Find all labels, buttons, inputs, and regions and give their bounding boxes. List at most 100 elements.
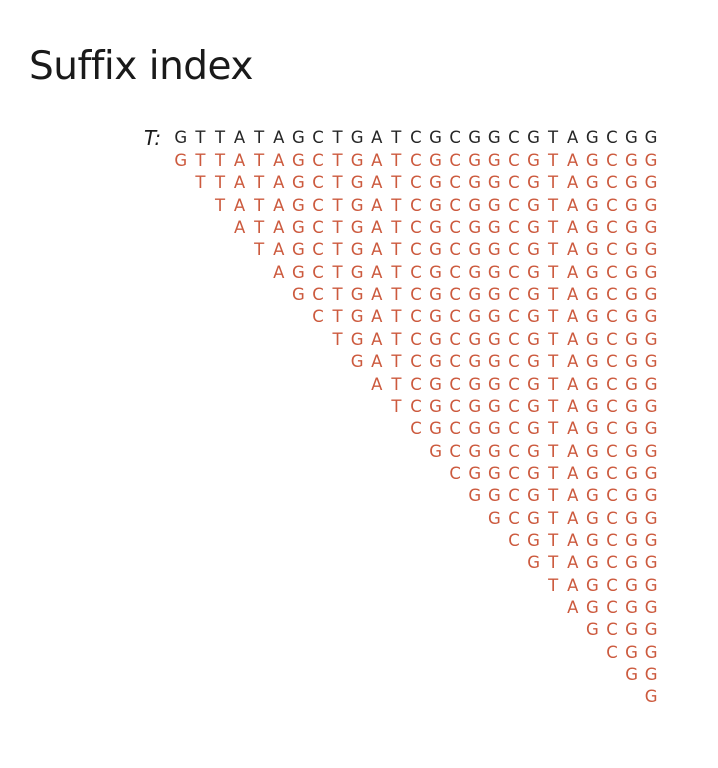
sequence-char: G <box>468 352 482 372</box>
sequence-char: T <box>254 128 265 147</box>
sequence-char: C <box>410 352 422 372</box>
sequence-char: C <box>508 508 520 528</box>
sequence-char: A <box>371 173 383 193</box>
sequence-char: T <box>548 262 559 282</box>
sequence-char: G <box>429 285 442 305</box>
sequence-char: T <box>254 151 265 170</box>
sequence-char: C <box>312 128 324 147</box>
sequence-char: T <box>548 441 559 461</box>
sequence-char: G <box>585 620 599 640</box>
sequence-char: G <box>429 396 442 416</box>
sequence-char: G <box>350 307 364 327</box>
sequence-char: C <box>606 396 618 416</box>
sequence-char: C <box>312 173 324 193</box>
sequence-char: G <box>585 352 599 372</box>
sequence-char: A <box>371 218 383 238</box>
sequence-char: C <box>312 151 324 170</box>
sequence-char: G <box>585 285 599 305</box>
sequence-char: A <box>567 285 579 305</box>
sequence-char: G <box>487 262 501 282</box>
sequence-char: C <box>508 441 520 461</box>
sequence-char: T <box>332 240 343 260</box>
sequence-char: C <box>508 262 520 282</box>
sequence-char: C <box>606 530 618 550</box>
sequence-char: G <box>468 419 482 439</box>
sequence-char: G <box>291 262 305 282</box>
sequence-char: G <box>625 329 638 349</box>
sequence-char: T <box>391 374 402 394</box>
sequence-char: G <box>468 329 482 349</box>
sequence-char: G <box>487 419 501 439</box>
sequence-char: C <box>449 329 461 349</box>
sequence-char: A <box>371 374 383 394</box>
sequence-char: C <box>606 419 618 439</box>
sequence-char: C <box>449 173 461 193</box>
sequence-char: G <box>644 419 658 439</box>
sequence-char: G <box>487 195 501 215</box>
sequence-char: G <box>585 396 599 416</box>
sequence-char: G <box>585 195 599 215</box>
sequence-char: G <box>174 128 188 147</box>
sequence-char: G <box>585 240 599 260</box>
sequence-char: G <box>487 285 501 305</box>
sequence-char: G <box>625 486 638 506</box>
sequence-char: A <box>233 173 246 193</box>
sequence-char: G <box>644 575 658 595</box>
sequence-char: G <box>527 374 540 394</box>
sequence-char: C <box>606 508 618 528</box>
sequence-char: G <box>429 173 442 193</box>
sequence-char: A <box>371 307 383 327</box>
sequence-char: G <box>429 240 442 260</box>
text-label: T: <box>144 126 162 150</box>
sequence-char: G <box>527 553 540 573</box>
sequence-char: A <box>567 486 579 506</box>
sequence-char: G <box>350 352 364 372</box>
sequence-char: C <box>410 151 422 170</box>
sequence-char: T <box>332 329 343 349</box>
sequence-char: G <box>487 128 501 147</box>
suffix-row: G <box>641 686 661 708</box>
sequence-char: G <box>644 128 658 147</box>
sequence-char: G <box>625 508 638 528</box>
sequence-char: A <box>371 329 383 349</box>
sequence-char: C <box>449 262 461 282</box>
sequence-char: C <box>508 218 520 238</box>
sequence-char: C <box>606 307 618 327</box>
sequence-char: G <box>644 218 658 238</box>
sequence-char: G <box>527 352 540 372</box>
sequence-char: G <box>644 642 658 662</box>
sequence-char: T <box>254 218 265 238</box>
sequence-char: G <box>625 374 638 394</box>
sequence-char: G <box>585 486 599 506</box>
sequence-char: G <box>468 307 482 327</box>
sequence-char: G <box>429 262 442 282</box>
sequence-char: C <box>508 128 520 147</box>
sequence-char: G <box>487 240 501 260</box>
sequence-char: A <box>567 173 579 193</box>
sequence-char: G <box>644 151 658 170</box>
sequence-char: C <box>606 128 618 147</box>
sequence-char: T <box>548 218 559 238</box>
sequence-char: C <box>508 195 520 215</box>
sequence-char: G <box>487 463 501 483</box>
sequence-char: T <box>254 240 265 260</box>
sequence-char: C <box>606 218 618 238</box>
sequence-char: C <box>508 329 520 349</box>
sequence-char: G <box>468 195 482 215</box>
sequence-char: C <box>508 240 520 260</box>
sequence-char: A <box>567 463 579 483</box>
sequence-char: A <box>273 262 285 282</box>
sequence-char: G <box>644 285 658 305</box>
sequence-char: G <box>291 173 305 193</box>
